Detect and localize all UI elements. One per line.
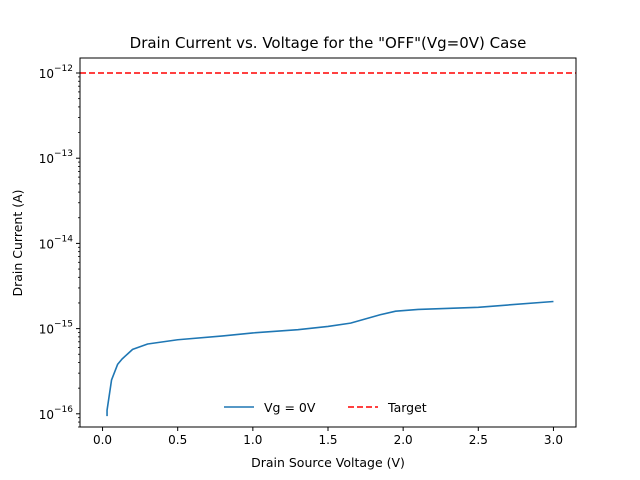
legend-label-0: Vg = 0V [264, 400, 316, 415]
y-tick-base: 10 [39, 408, 54, 422]
series-layer [80, 72, 576, 417]
x-tick-label: 1.5 [318, 433, 337, 447]
chart-title: Drain Current vs. Voltage for the "OFF"(… [130, 34, 527, 52]
y-tick-base: 10 [39, 152, 54, 166]
y-tick-base: 10 [39, 237, 54, 251]
y-tick-base: 10 [39, 67, 54, 81]
x-tick-label: 1.0 [243, 433, 262, 447]
x-tick-label: 2.0 [394, 433, 413, 447]
legend: Vg = 0V Target [224, 400, 427, 415]
y-tick-label: 10−14 [39, 234, 74, 251]
y-tick-exponent: −14 [54, 234, 73, 244]
x-tick-label: 2.5 [469, 433, 488, 447]
x-axis: 0.0 0.5 1.0 1.5 2.0 2.5 3.0 [93, 427, 563, 447]
y-tick-label: 10−13 [39, 149, 73, 166]
series-line-0 [106, 300, 554, 417]
y-axis-label: Drain Current (A) [10, 189, 25, 296]
x-tick-label: 0.5 [168, 433, 187, 447]
x-tick-label: 0.0 [93, 433, 112, 447]
plot-background [80, 58, 576, 427]
y-tick-exponent: −13 [54, 149, 73, 159]
plot-area [79, 57, 577, 428]
y-tick-exponent: −12 [54, 64, 73, 74]
y-tick-label: 10−15 [39, 320, 73, 337]
y-tick-exponent: −15 [54, 320, 73, 330]
y-tick-label: 10−16 [39, 405, 74, 422]
legend-label-1: Target [387, 400, 427, 415]
y-tick-label: 10−12 [39, 64, 73, 81]
x-tick-label: 3.0 [544, 433, 563, 447]
y-tick-exponent: −16 [54, 405, 73, 415]
y-tick-base: 10 [39, 323, 54, 337]
x-axis-label: Drain Source Voltage (V) [251, 455, 405, 470]
